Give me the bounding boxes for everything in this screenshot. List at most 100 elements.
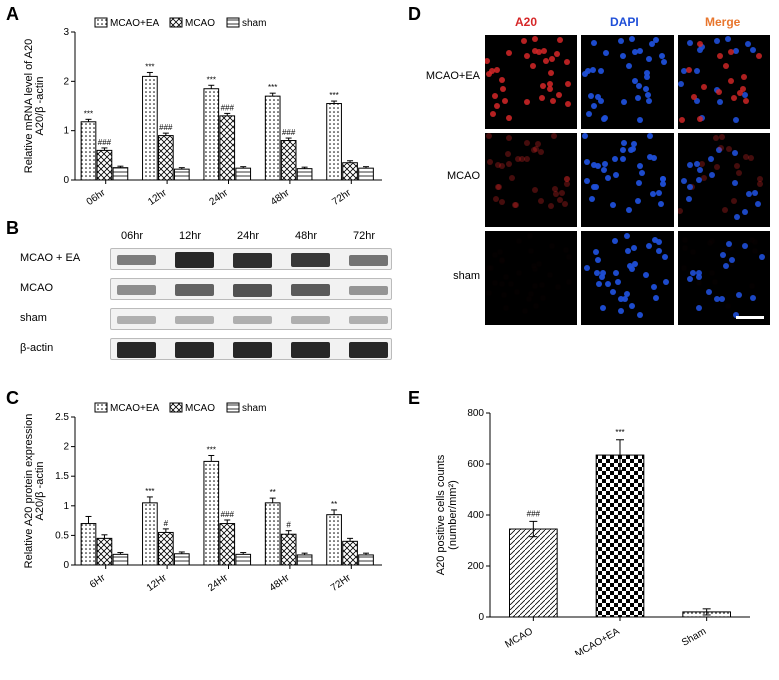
if-row-label: sham [420,270,480,282]
svg-text:###: ### [221,103,235,112]
svg-text:0: 0 [63,175,69,186]
bar [510,529,558,617]
svg-text:1: 1 [63,126,69,137]
wb-band [349,255,388,266]
if-cell [581,133,673,227]
if-cell [581,231,673,325]
if-cell [581,35,673,129]
svg-text:***: *** [268,83,277,92]
bar [220,116,235,180]
panel-label-b: B [6,218,19,239]
wb-band [291,253,330,268]
wb-band [291,316,330,324]
if-cell [485,35,577,129]
bar [281,534,296,565]
wb-time-label: 72hr [353,230,375,242]
bar [297,169,312,180]
svg-text:MCAO: MCAO [185,18,215,29]
wb-band [175,342,214,358]
if-col-label: Merge [705,15,740,29]
if-cell [678,133,770,227]
svg-text:0.5: 0.5 [55,530,69,541]
svg-text:###: ### [159,123,173,132]
wb-lane [110,248,392,270]
svg-text:sham: sham [242,18,266,29]
svg-text:sham: sham [242,403,266,414]
panel-label-a: A [6,4,19,25]
bar [359,168,374,180]
svg-text:0: 0 [63,560,69,571]
chart-a-mrna: 0123Relative mRNA level of A20A20/β -act… [20,10,390,210]
bar [159,532,174,565]
wb-lane [110,308,392,330]
svg-text:MCAO+EA: MCAO+EA [110,18,160,29]
chart-e-cell-counts: 0200400600800A20 positive cells counts(n… [430,395,760,655]
bar [327,515,342,565]
svg-text:2: 2 [63,76,69,87]
bar [81,122,96,180]
svg-text:800: 800 [467,408,484,419]
bar [220,524,235,565]
svg-text:###: ### [527,509,541,518]
if-col-label: DAPI [610,15,639,29]
bar [204,461,219,565]
svg-text:#: # [286,521,291,530]
svg-text:MCAO+EA: MCAO+EA [573,626,621,655]
wb-band [117,342,156,358]
wb-band [175,284,214,296]
bar [204,89,219,180]
svg-text:A20/β -actin: A20/β -actin [34,462,46,521]
if-col-label: A20 [515,15,537,29]
svg-text:400: 400 [467,510,484,521]
scale-bar [736,316,764,319]
bar [265,96,280,180]
svg-text:MCAO: MCAO [503,626,535,651]
wb-band [349,316,388,324]
bar [174,169,189,180]
wb-band [117,255,156,266]
wb-row-label: MCAO + EA [20,252,105,264]
svg-text:48hr: 48hr [269,187,292,208]
bar [97,538,112,565]
svg-text:3: 3 [63,27,69,38]
wb-time-label: 24hr [237,230,259,242]
svg-text:(number/mm²): (number/mm²) [447,480,459,550]
svg-text:A20 positive cells counts: A20 positive cells counts [435,454,447,575]
if-row-label: MCAO [420,170,480,182]
svg-text:**: ** [270,488,276,497]
wb-band [291,342,330,358]
svg-text:###: ### [98,138,112,147]
bar [281,141,296,180]
wb-band [233,342,272,358]
wb-band [175,316,214,324]
bar [343,541,358,565]
svg-text:2.5: 2.5 [55,412,69,423]
if-cell [485,231,577,325]
wb-lane [110,278,392,300]
wb-band [117,316,156,324]
wb-time-label: 06hr [121,230,143,242]
wb-band [291,284,330,297]
wb-band [117,285,156,295]
svg-text:***: *** [84,109,93,118]
bar [97,150,112,180]
svg-text:***: *** [615,428,624,437]
svg-text:06hr: 06hr [85,187,108,208]
wb-band [233,316,272,324]
bar [327,104,342,180]
svg-text:48Hr: 48Hr [268,572,293,594]
svg-text:MCAO: MCAO [185,403,215,414]
bar [236,168,251,180]
bar [143,503,158,565]
western-blot-panel: 06hr12hr24hr48hr72hrMCAO + EAMCAOshamβ-a… [20,230,390,380]
svg-text:#: # [164,519,169,528]
svg-text:600: 600 [467,459,484,470]
wb-row-label: MCAO [20,282,105,294]
svg-text:2: 2 [63,442,69,453]
wb-band [233,253,272,268]
bar [159,136,174,180]
svg-text:###: ### [282,128,296,137]
svg-text:200: 200 [467,561,484,572]
if-cell [678,231,770,325]
if-cell [678,35,770,129]
